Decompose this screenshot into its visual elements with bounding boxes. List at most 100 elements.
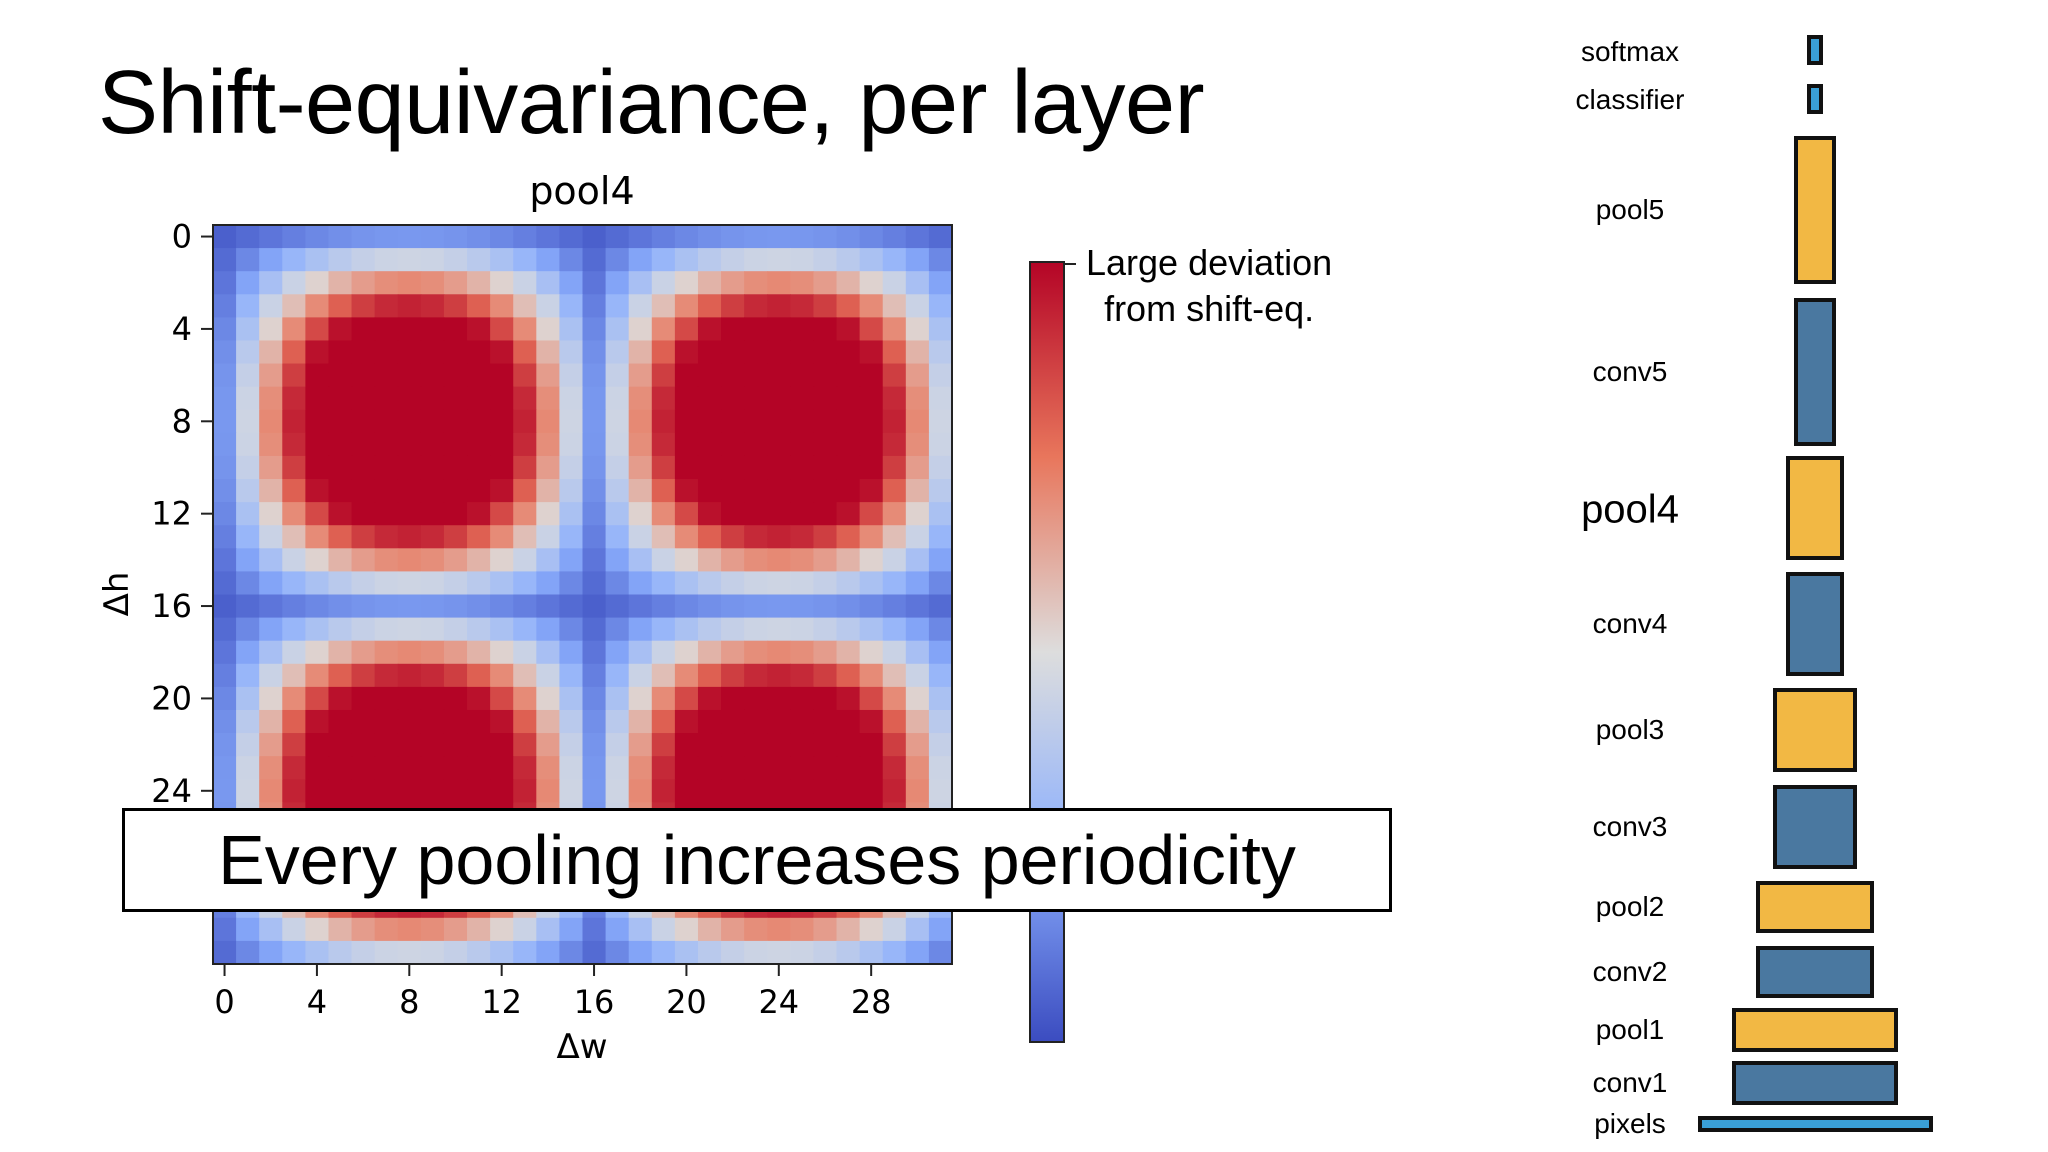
heatmap-cell	[767, 409, 791, 434]
heatmap-cell	[282, 709, 306, 734]
heatmap-cell	[513, 594, 537, 619]
heatmap-cell	[882, 455, 907, 480]
heatmap-cell	[282, 940, 306, 965]
heatmap-cell	[397, 409, 422, 434]
heatmap-cell	[536, 225, 560, 249]
heatmap-cell	[628, 686, 653, 711]
heatmap-cell	[721, 363, 745, 388]
heatmap-cell	[305, 640, 330, 665]
heatmap-cell	[351, 271, 376, 295]
heatmap-cell	[213, 479, 237, 503]
heatmap-cell	[559, 917, 584, 942]
heatmap-cell	[605, 271, 630, 295]
heatmap-cell	[374, 271, 399, 295]
heatmap-cell	[513, 479, 537, 503]
layer-stack: softmax classifier pool5 conv5 pool4 conv4 poo…	[1480, 0, 2048, 1152]
heatmap-cell	[282, 432, 306, 457]
heatmap-cell	[559, 432, 584, 457]
heatmap-cell	[513, 709, 537, 734]
heatmap-cell	[697, 479, 722, 503]
heatmap-cell	[697, 594, 722, 619]
heatmap-cell	[721, 779, 745, 803]
heatmap-cell	[351, 779, 376, 803]
y-axis-label: Δh	[97, 572, 137, 617]
heatmap-cell	[236, 432, 260, 457]
heatmap-cell	[305, 340, 330, 365]
heatmap-cell	[905, 455, 930, 480]
heatmap-cell	[697, 779, 722, 803]
heatmap-cell	[790, 294, 815, 318]
heatmap-cell	[790, 594, 815, 619]
heatmap-cell	[721, 686, 745, 711]
heatmap-cell	[236, 271, 260, 295]
heatmap-cell	[628, 640, 653, 665]
heatmap-cell	[744, 686, 768, 711]
heatmap-cell	[305, 271, 330, 295]
heatmap-cell	[859, 225, 884, 249]
heatmap-cell	[859, 525, 884, 549]
heatmap-cell	[721, 571, 745, 596]
heatmap-cell	[721, 594, 745, 619]
heatmap-cell	[374, 663, 399, 688]
heatmap-cell	[836, 548, 861, 572]
heatmap-cell	[651, 686, 676, 711]
heatmap-cell	[467, 756, 491, 780]
heatmap-cell	[536, 294, 560, 318]
heatmap-cell	[721, 317, 745, 342]
heatmap-cell	[605, 663, 630, 688]
heatmap-cell	[559, 779, 584, 803]
heatmap-cell	[351, 733, 376, 757]
x-axis-ticks: 0 4 8 12 16 20 24 28	[214, 964, 892, 1021]
heatmap-cell	[259, 248, 283, 272]
heatmap-cell	[443, 225, 468, 249]
y-tick-label: 0	[172, 218, 192, 256]
heatmap-cell	[744, 317, 768, 342]
heatmap-cell	[790, 386, 815, 411]
heatmap-cell	[697, 571, 722, 596]
heatmap-cell	[813, 271, 838, 295]
heatmap-cell	[490, 756, 514, 780]
heatmap-cell	[674, 525, 699, 549]
heatmap-cell	[628, 940, 653, 965]
heatmap-cell	[790, 502, 815, 526]
heatmap-cell	[905, 733, 930, 757]
heatmap-cell	[259, 617, 283, 642]
heatmap-cell	[397, 525, 422, 549]
heatmap-cell	[282, 386, 306, 411]
heatmap-cell	[859, 940, 884, 965]
heatmap-cell	[443, 432, 468, 457]
heatmap-cell	[928, 733, 953, 757]
heatmap-cell	[628, 733, 653, 757]
heatmap-cell	[859, 432, 884, 457]
heatmap-cell	[628, 225, 653, 249]
heatmap-cell	[790, 686, 815, 711]
heatmap-cell	[513, 640, 537, 665]
heatmap-cell	[259, 548, 283, 572]
heatmap-cell	[813, 571, 838, 596]
colorbar-annotation: Large deviation from shift-eq.	[1086, 240, 1332, 332]
heatmap-cell	[721, 225, 745, 249]
heatmap-cell	[236, 340, 260, 365]
heatmap-cell	[259, 363, 283, 388]
heatmap-cell	[374, 686, 399, 711]
heatmap-cell	[651, 525, 676, 549]
heatmap-cell	[305, 756, 330, 780]
heatmap-cell	[767, 225, 791, 249]
heatmap-cell	[259, 571, 283, 596]
heatmap-cell	[305, 294, 330, 318]
heatmap-cell	[536, 432, 560, 457]
heatmap-cell	[767, 248, 791, 272]
heatmap-cell	[305, 432, 330, 457]
heatmap-cell	[420, 479, 445, 503]
heatmap-cell	[928, 294, 953, 318]
heatmap-cell	[721, 386, 745, 411]
heatmap-cell	[328, 663, 353, 688]
heatmap-cell	[905, 479, 930, 503]
heatmap-cell	[513, 386, 537, 411]
heatmap-cell	[328, 686, 353, 711]
heatmap-cell	[513, 663, 537, 688]
heatmap-cell	[605, 525, 630, 549]
heatmap-cell	[351, 525, 376, 549]
heatmap-cell	[582, 294, 607, 318]
heatmap-cell	[490, 733, 514, 757]
